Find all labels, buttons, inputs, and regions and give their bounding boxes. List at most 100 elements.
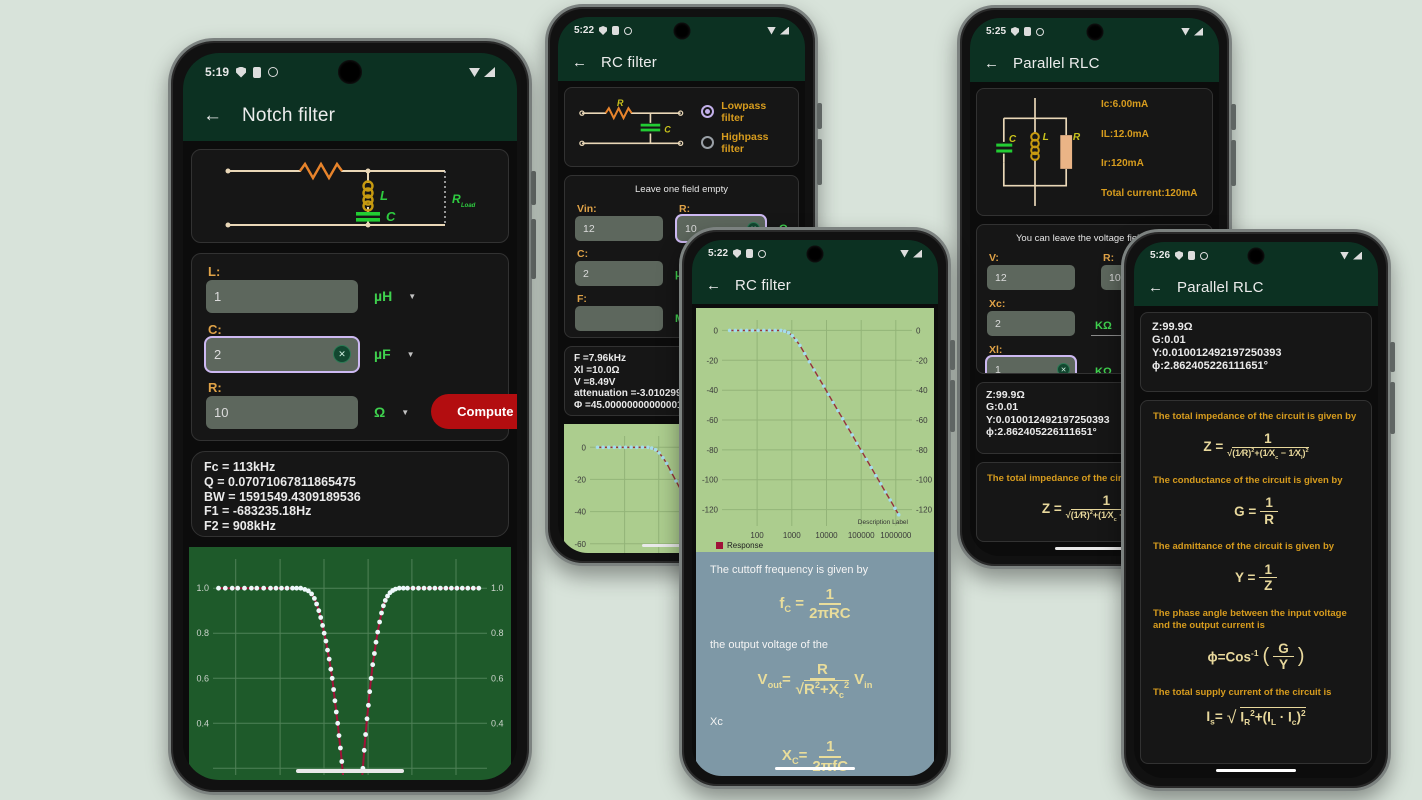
svg-text:Load: Load: [461, 203, 476, 209]
results-card: Z:99.9Ω G:0.01 Y:0.010012492197250393 ϕ:…: [1140, 312, 1372, 392]
c-unit-dropdown-icon[interactable]: ▼: [406, 350, 415, 359]
rload-label: R: [452, 192, 461, 206]
power-button[interactable]: [1390, 342, 1395, 372]
rc-circuit-card: R C Lowpass filter Highpass filter: [564, 87, 799, 167]
c-unit[interactable]: µF: [374, 346, 391, 362]
formula-heading: The conductance of the circuit is given …: [1153, 475, 1343, 487]
back-button[interactable]: ←: [572, 54, 587, 71]
f-input[interactable]: [575, 306, 663, 331]
formula-heading: Xc: [710, 716, 723, 729]
power-button[interactable]: [1231, 104, 1236, 130]
status-bar: 5:26: [1134, 242, 1378, 269]
home-indicator[interactable]: [775, 767, 855, 770]
home-indicator[interactable]: [1216, 769, 1296, 772]
volume-button[interactable]: [531, 219, 536, 279]
result-line: BW = 1591549.4309189536: [204, 489, 361, 504]
result-line: Q = 0.07071067811865475: [204, 474, 356, 489]
inputs-hint: Leave one field empty: [635, 184, 728, 195]
vpn-shield-icon: [236, 66, 247, 78]
status-time: 5:25: [986, 26, 1007, 37]
home-indicator[interactable]: [1054, 547, 1135, 550]
v-input[interactable]: [987, 265, 1075, 290]
compute-button[interactable]: Compute: [431, 394, 517, 429]
status-time: 5:22: [708, 248, 729, 259]
result-line: Fc = 113kHz: [204, 460, 276, 474]
r-input[interactable]: [206, 396, 358, 429]
result-line: G:0.01: [1152, 333, 1186, 346]
impedance-formula: Z = 1√(1⁄R)2+(1⁄Xc − 1⁄Xl)2: [1203, 431, 1309, 461]
volume-button[interactable]: [950, 380, 955, 432]
wifi-icon: [1340, 251, 1349, 260]
signal-icon: [1194, 27, 1203, 36]
highpass-radio[interactable]: Highpass filter: [701, 131, 790, 155]
capacitor-label: C: [1009, 134, 1017, 145]
svg-text:100000: 100000: [848, 531, 875, 540]
svg-text:0: 0: [916, 326, 921, 335]
result-line: ϕ:2.862405226111651°: [1152, 359, 1269, 372]
c-input[interactable]: [206, 338, 358, 371]
radio-selected-icon[interactable]: [701, 105, 715, 118]
data-saver-icon: [268, 67, 279, 77]
resistor-label: R: [1073, 132, 1081, 143]
l-input[interactable]: [206, 280, 358, 313]
c-input[interactable]: [575, 261, 663, 286]
page-title: Notch filter: [242, 105, 336, 126]
svg-text:-60: -60: [916, 416, 928, 425]
r-unit-dropdown-icon[interactable]: ▼: [401, 408, 410, 417]
xc-input[interactable]: [987, 311, 1075, 336]
svg-text:0.4: 0.4: [491, 718, 504, 728]
power-button[interactable]: [531, 171, 536, 205]
sim-card-icon: [1188, 251, 1196, 260]
radio-unselected-icon[interactable]: [701, 136, 715, 149]
vpn-shield-icon: [733, 249, 742, 258]
notch-response-chart: 1.0 1.0 0.8 0.8 0.6 0.6 0.4 0.4: [189, 547, 511, 780]
output-voltage-formula: Vout= R √R2+Xc2 Vin: [757, 660, 873, 700]
vpn-shield-icon: [599, 26, 608, 35]
app-bar: ← Parallel RLC: [970, 45, 1219, 82]
svg-text:1.0: 1.0: [196, 583, 209, 593]
result-line: F1 = -683235.18Hz: [204, 504, 312, 519]
capacitor-label: C: [386, 209, 396, 224]
svg-text:-40: -40: [706, 386, 718, 395]
svg-text:0.8: 0.8: [196, 628, 209, 638]
sim-card-icon: [612, 26, 620, 35]
l-unit-dropdown-icon[interactable]: ▼: [408, 292, 417, 301]
vin-input[interactable]: [575, 216, 663, 241]
volume-button[interactable]: [1390, 382, 1395, 434]
formula-heading: The total impedance of the circuit is gi…: [987, 473, 1191, 484]
svg-text:-120: -120: [916, 506, 933, 515]
svg-text:0.4: 0.4: [196, 718, 209, 728]
volume-button[interactable]: [1231, 140, 1236, 186]
power-button[interactable]: [817, 103, 822, 129]
back-button[interactable]: ←: [203, 105, 222, 126]
power-button[interactable]: [950, 340, 955, 370]
xl-input[interactable]: [987, 357, 1075, 373]
capacitive-reactance-formula: XC= 12πfC: [710, 738, 920, 775]
clear-input-icon[interactable]: ✕: [1057, 363, 1070, 373]
vpn-shield-icon: [1175, 251, 1184, 260]
back-button[interactable]: ←: [706, 277, 721, 294]
svg-text:1000000: 1000000: [880, 531, 912, 540]
l-unit[interactable]: µH: [374, 288, 393, 304]
r-field-label: R:: [208, 380, 222, 395]
wifi-icon: [767, 26, 776, 35]
svg-text:0.6: 0.6: [491, 673, 504, 683]
result-line: V =8.49V: [574, 376, 616, 388]
svg-text:-20: -20: [916, 356, 928, 365]
back-button[interactable]: ←: [1148, 279, 1163, 296]
bode-response-chart: 0 0 -20 -20 -40 -40 -60 -60 -80 -80 -100 -100 -120 -1…: [696, 308, 934, 552]
lowpass-radio[interactable]: Lowpass filter: [701, 100, 790, 124]
r-unit[interactable]: Ω: [374, 404, 386, 420]
volume-button[interactable]: [817, 139, 822, 185]
back-button[interactable]: ←: [984, 55, 999, 72]
svg-text:-60: -60: [574, 540, 586, 549]
clear-input-icon[interactable]: ✕: [333, 345, 351, 363]
formula-card: The total impedance of the circuit is gi…: [1140, 400, 1372, 764]
formula-heading: The total impedance of the circuit is gi…: [1153, 411, 1357, 422]
formula-heading: The phase angle between the input voltag…: [1153, 607, 1347, 632]
home-indicator[interactable]: [296, 769, 404, 773]
camera-punch-hole: [806, 245, 824, 262]
